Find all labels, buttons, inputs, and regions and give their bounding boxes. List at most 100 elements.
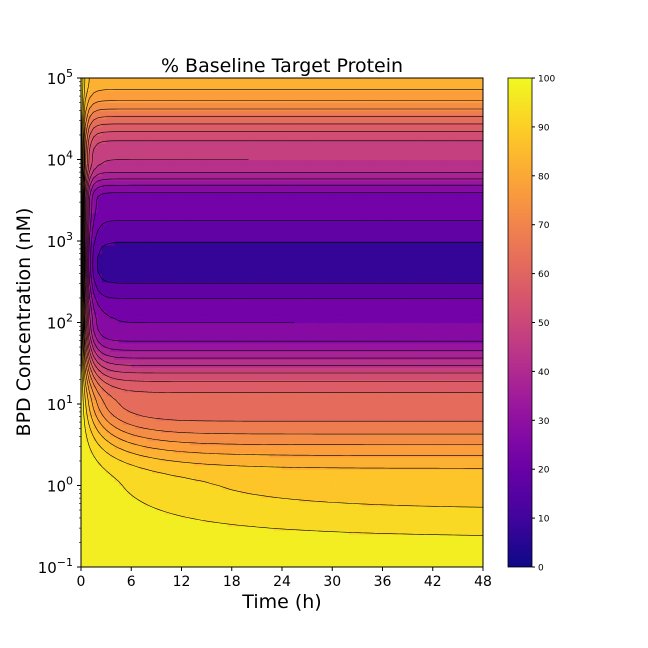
contour-cell	[256, 546, 262, 552]
contour-cell	[357, 375, 363, 381]
contour-cell	[219, 408, 224, 413]
contour-cell	[357, 558, 363, 564]
contour-cell	[403, 416, 409, 421]
contour-cell	[445, 542, 451, 548]
contour-cell	[424, 404, 430, 409]
contour-cell	[353, 395, 358, 401]
contour-cell	[386, 432, 392, 438]
contour-cell	[286, 550, 291, 556]
contour-cell	[156, 469, 162, 474]
contour-cell	[202, 497, 208, 503]
contour-cell	[294, 383, 300, 389]
contour-cell	[349, 436, 354, 442]
contour-cell	[269, 509, 275, 515]
contour-cell	[93, 387, 99, 393]
contour-cell	[323, 485, 329, 491]
contour-cell	[445, 489, 451, 495]
contour-cell	[436, 501, 442, 507]
contour-cell	[411, 432, 417, 438]
contour-cell	[420, 473, 425, 478]
contour-cell	[127, 501, 132, 507]
contour-cell	[273, 420, 279, 425]
contour-cell	[223, 387, 229, 393]
contour-cell	[407, 465, 413, 470]
contour-cell	[244, 558, 250, 564]
contour-cell	[478, 379, 483, 385]
contour-cell	[143, 383, 149, 389]
contour-cell	[131, 404, 137, 409]
contour-cell	[215, 509, 220, 515]
contour-cell	[164, 379, 170, 385]
contour-cell	[390, 404, 396, 409]
contour-cell	[328, 444, 333, 450]
contour-cell	[344, 526, 350, 531]
contour-cell	[177, 546, 183, 552]
contour-cell	[156, 355, 162, 360]
contour-cell	[302, 514, 308, 519]
contour-cell	[160, 375, 166, 381]
contour-cell	[215, 452, 220, 458]
contour-cell	[265, 367, 271, 372]
contour-cell	[235, 481, 241, 487]
contour-cell	[194, 501, 199, 507]
contour-cell	[227, 477, 233, 483]
contour-cell	[277, 477, 283, 483]
contour-cell	[436, 546, 442, 552]
contour-cell	[93, 477, 99, 483]
contour-cell	[227, 379, 233, 385]
contour-cell	[252, 562, 258, 567]
contour-cell	[194, 554, 199, 560]
contour-cell	[148, 562, 153, 567]
contour-cell	[181, 505, 187, 511]
contour-cell	[424, 436, 430, 442]
contour-cell	[210, 379, 216, 385]
contour-cell	[344, 497, 350, 503]
contour-cell	[424, 355, 430, 360]
contour-cell	[156, 554, 162, 560]
contour-cell	[110, 379, 116, 385]
contour-cell	[307, 473, 312, 478]
contour-cell	[457, 530, 463, 535]
contour-cell	[93, 375, 99, 381]
contour-cell	[261, 375, 266, 381]
contour-cell	[436, 416, 442, 421]
contour-cell	[202, 481, 208, 487]
contour-cell	[273, 428, 279, 434]
contour-cell	[114, 558, 120, 564]
contour-cell	[164, 461, 170, 466]
contour-cell	[332, 526, 338, 531]
contour-cell	[315, 538, 321, 544]
contour-cell	[282, 379, 287, 385]
contour-cell	[457, 404, 463, 409]
contour-cell	[340, 371, 346, 377]
contour-cell	[386, 404, 392, 409]
contour-cell	[189, 452, 195, 458]
contour-cell	[399, 489, 405, 495]
contour-cell	[81, 452, 86, 458]
contour-cell	[127, 355, 132, 360]
contour-cell	[131, 424, 137, 430]
contour-cell	[215, 514, 220, 519]
contour-cell	[298, 526, 304, 531]
contour-cell	[122, 558, 128, 564]
contour-cell	[143, 489, 149, 495]
contour-cell	[457, 554, 463, 560]
contour-cell	[441, 359, 446, 364]
contour-cell	[148, 375, 153, 381]
contour-cell	[261, 489, 266, 495]
contour-cell	[449, 477, 455, 483]
contour-cell	[131, 456, 137, 462]
contour-cell	[206, 391, 212, 397]
contour-cell	[244, 469, 250, 474]
contour-cell	[311, 481, 317, 487]
contour-cell	[378, 404, 384, 409]
contour-cell	[390, 387, 396, 393]
contour-cell	[411, 379, 417, 385]
contour-cell	[194, 383, 199, 389]
contour-cell	[164, 371, 170, 377]
contour-cell	[219, 538, 224, 544]
contour-cell	[93, 444, 99, 450]
contour-cell	[235, 546, 241, 552]
contour-cell	[118, 432, 124, 438]
contour-cell	[336, 509, 342, 515]
